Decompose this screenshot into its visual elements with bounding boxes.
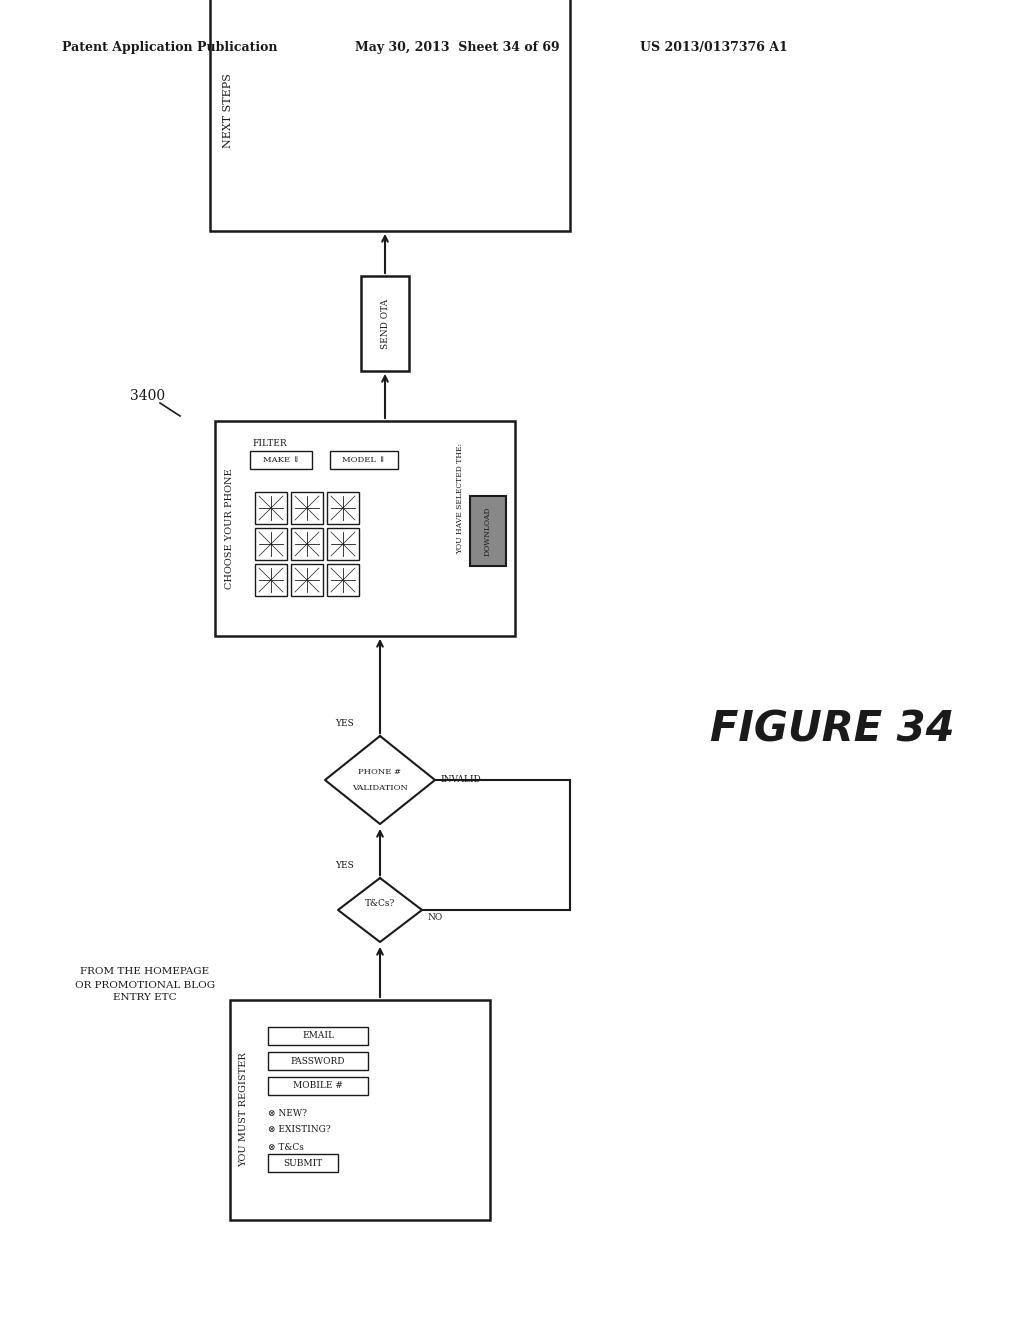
Bar [327, 492, 359, 524]
Text: ⊗ EXISTING?: ⊗ EXISTING? [268, 1126, 331, 1134]
Bar [291, 492, 323, 524]
Text: YOU MUST REGISTER: YOU MUST REGISTER [240, 1052, 249, 1167]
Bar [268, 1077, 368, 1096]
Text: ENTRY ETC: ENTRY ETC [114, 994, 177, 1002]
Bar [250, 451, 312, 469]
Text: SUBMIT: SUBMIT [284, 1159, 323, 1167]
Text: FROM THE HOMEPAGE: FROM THE HOMEPAGE [81, 968, 210, 977]
Bar [361, 276, 409, 371]
Bar [230, 1001, 490, 1220]
Bar [255, 564, 287, 597]
Text: EMAIL: EMAIL [302, 1031, 334, 1040]
Bar [268, 1052, 368, 1071]
Bar [470, 496, 506, 566]
Bar [268, 1154, 338, 1172]
Text: CHOOSE YOUR PHONE: CHOOSE YOUR PHONE [224, 469, 233, 589]
Text: VALIDATION: VALIDATION [352, 784, 408, 792]
Text: YES: YES [336, 862, 354, 870]
Bar [268, 1027, 368, 1045]
Bar [327, 528, 359, 560]
Text: May 30, 2013  Sheet 34 of 69: May 30, 2013 Sheet 34 of 69 [355, 41, 560, 54]
Bar [255, 528, 287, 560]
Text: Patent Application Publication: Patent Application Publication [62, 41, 278, 54]
Text: DOWNLOAD: DOWNLOAD [484, 506, 492, 556]
Bar [255, 492, 287, 524]
Text: SEND OTA: SEND OTA [381, 298, 389, 348]
Text: PHONE #: PHONE # [358, 768, 401, 776]
Text: INVALID: INVALID [440, 776, 480, 784]
Text: ⊗ NEW?: ⊗ NEW? [268, 1109, 307, 1118]
Text: 3400: 3400 [130, 389, 165, 403]
Text: NEXT STEPS: NEXT STEPS [223, 74, 233, 148]
Bar [291, 528, 323, 560]
Text: PASSWORD: PASSWORD [291, 1056, 345, 1065]
Bar [330, 451, 398, 469]
Text: FILTER: FILTER [252, 438, 287, 447]
Text: US 2013/0137376 A1: US 2013/0137376 A1 [640, 41, 787, 54]
Text: ⊗ T&Cs: ⊗ T&Cs [268, 1143, 304, 1151]
Text: YOU HAVE SELECTED THE:: YOU HAVE SELECTED THE: [456, 444, 464, 554]
Text: T&Cs?: T&Cs? [365, 899, 395, 908]
Bar [210, 0, 570, 231]
Bar [291, 564, 323, 597]
Text: YES: YES [336, 719, 354, 729]
Bar [215, 421, 515, 636]
Text: MODEL ⇓: MODEL ⇓ [342, 455, 386, 465]
Text: FIGURE 34: FIGURE 34 [710, 709, 954, 751]
Text: OR PROMOTIONAL BLOG: OR PROMOTIONAL BLOG [75, 981, 215, 990]
Bar [327, 564, 359, 597]
Text: MAKE ⇓: MAKE ⇓ [262, 455, 299, 465]
Text: MOBILE #: MOBILE # [293, 1081, 343, 1090]
Text: NO: NO [427, 913, 442, 923]
